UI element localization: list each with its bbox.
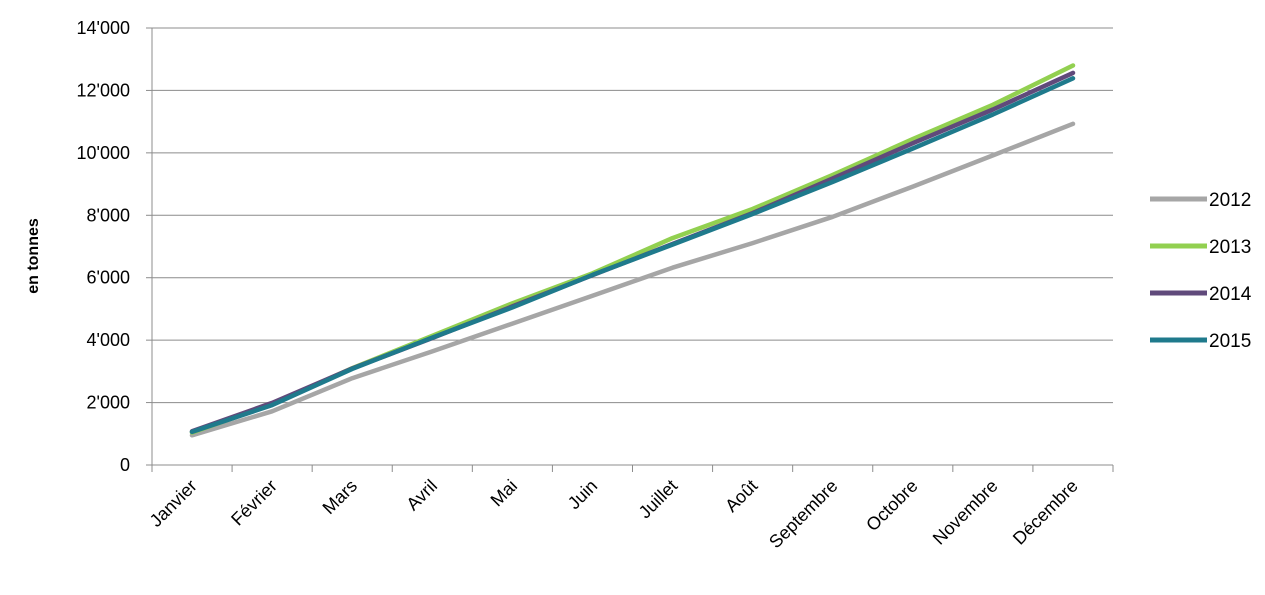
x-tick-label: Juillet <box>635 476 682 523</box>
y-tick-label: 14'000 <box>77 18 131 38</box>
x-tick-label: Février <box>227 476 281 530</box>
series-line-2013 <box>189 63 1076 435</box>
gridlines <box>152 27 1113 404</box>
legend: 2012 2013 2014 2015 <box>1150 190 1252 352</box>
y-tick-labels: 0 2'000 4'000 6'000 8'000 10'000 12'000 14'000 <box>77 18 131 475</box>
y-tick-label: 12'000 <box>77 80 131 100</box>
y-axis-title: en tonnes <box>25 218 42 294</box>
x-tick-labels: Janvier Février Mars Avril Mai Juin Juillet Aoû… <box>146 476 1082 552</box>
legend-label-2012: 2012 <box>1209 190 1251 211</box>
x-tick-label: Janvier <box>146 476 201 531</box>
x-tick-label: Avril <box>402 476 441 515</box>
y-tick-label: 8'000 <box>87 205 130 225</box>
y-tick-label: 0 <box>120 455 130 475</box>
y-tick-label: 10'000 <box>77 143 131 163</box>
series-line-2015 <box>189 76 1076 435</box>
x-tick-label: Mars <box>319 476 361 518</box>
x-tick-label: Mai <box>487 476 522 511</box>
axes <box>146 27 1114 472</box>
x-tick-label: Août <box>721 476 761 516</box>
legend-label-2013: 2013 <box>1209 237 1251 258</box>
legend-label-2014: 2014 <box>1209 284 1252 305</box>
x-tick-label: Septembre <box>765 476 841 552</box>
series-line-2012 <box>189 121 1076 438</box>
y-tick-label: 6'000 <box>87 268 130 288</box>
series-lines <box>189 63 1076 438</box>
x-tick-label: Novembre <box>929 476 1002 549</box>
x-tick-label: Octobre <box>862 476 921 535</box>
x-tick-label: Décembre <box>1009 476 1082 549</box>
y-tick-label: 4'000 <box>87 330 130 350</box>
x-tick-label: Juin <box>564 476 601 513</box>
y-tick-label: 2'000 <box>87 393 130 413</box>
legend-label-2015: 2015 <box>1209 331 1251 352</box>
